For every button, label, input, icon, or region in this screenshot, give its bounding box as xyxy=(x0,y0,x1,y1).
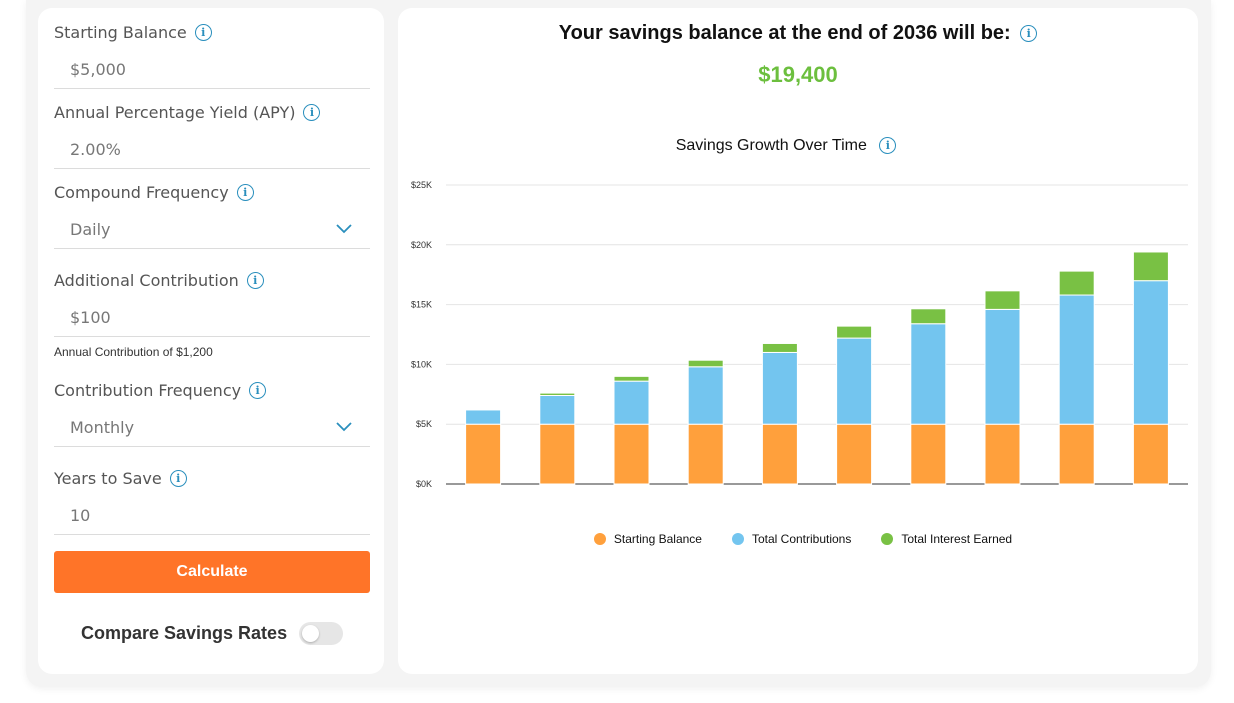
legend-item-starting-balance[interactable]: Starting Balance xyxy=(593,532,702,546)
bar-segment-total-interest-earned[interactable] xyxy=(1058,270,1095,296)
bar-segment-total-contributions[interactable] xyxy=(761,351,798,425)
bar-segment-total-contributions[interactable] xyxy=(1132,280,1169,425)
apy-label: Annual Percentage Yield (APY) i xyxy=(54,103,321,122)
bar-segment-starting-balance[interactable] xyxy=(836,423,873,485)
years-to-save-input[interactable]: 10 xyxy=(54,497,370,535)
legend-dot-icon xyxy=(593,533,606,545)
chevron-down-icon xyxy=(336,422,352,432)
bar-segment-starting-balance[interactable] xyxy=(910,423,947,485)
bar-segment-total-contributions[interactable] xyxy=(836,337,873,425)
savings-growth-chart: $0K $5K $10K $15K $20K $25K xyxy=(411,180,1188,489)
result-headline: Your savings balance at the end of 2036 … xyxy=(398,22,1198,45)
bar-segment-starting-balance[interactable] xyxy=(761,423,798,485)
bar-segment-total-interest-earned[interactable] xyxy=(910,308,947,325)
bar-segment-total-contributions[interactable] xyxy=(687,366,724,425)
compound-frequency-select[interactable]: Daily xyxy=(54,211,370,249)
calculate-button[interactable]: Calculate xyxy=(54,551,370,593)
compare-savings-toggle[interactable] xyxy=(299,622,343,645)
y-tick-label: $0K xyxy=(416,479,432,489)
compare-savings-label: Compare Savings Rates xyxy=(81,623,288,643)
toggle-knob xyxy=(302,625,319,642)
contribution-frequency-select[interactable]: Monthly xyxy=(54,409,370,447)
bar-segment-total-interest-earned[interactable] xyxy=(761,342,798,353)
legend-dot-icon xyxy=(881,533,894,545)
bar-segment-total-contributions[interactable] xyxy=(539,394,576,425)
info-icon[interactable]: i xyxy=(194,24,212,41)
y-tick-label: $5K xyxy=(416,419,432,429)
bar-segment-total-interest-earned[interactable] xyxy=(613,375,650,382)
bar-segment-total-contributions[interactable] xyxy=(984,308,1021,425)
info-icon[interactable]: i xyxy=(1020,25,1038,43)
bar-segment-total-contributions[interactable] xyxy=(465,409,502,425)
legend-item-total-interest[interactable]: Total Interest Earned xyxy=(881,532,1012,546)
legend-item-total-contributions[interactable]: Total Contributions xyxy=(731,532,851,546)
bar-segment-starting-balance[interactable] xyxy=(1132,423,1169,485)
bar-segment-starting-balance[interactable] xyxy=(613,423,650,485)
bar-segment-total-contributions[interactable] xyxy=(1058,294,1095,425)
info-icon[interactable]: i xyxy=(169,470,187,487)
y-tick-label: $15K xyxy=(411,300,432,310)
y-tick-label: $25K xyxy=(411,180,432,190)
info-icon[interactable]: i xyxy=(249,382,267,399)
result-amount: $19,400 xyxy=(758,62,838,87)
chart-title: Savings Growth Over Time i xyxy=(398,137,1174,155)
bar-segment-starting-balance[interactable] xyxy=(984,423,1021,485)
apy-input[interactable]: 2.00% xyxy=(54,131,370,169)
bar-segment-total-interest-earned[interactable] xyxy=(1132,251,1169,282)
bar-segment-starting-balance[interactable] xyxy=(1058,423,1095,485)
bar-segment-total-contributions[interactable] xyxy=(613,380,650,425)
bar-segment-starting-balance[interactable] xyxy=(539,423,576,485)
additional-contribution-label: Additional Contribution i xyxy=(54,271,264,290)
additional-contribution-input[interactable]: $100 xyxy=(54,299,370,337)
bar-segment-total-interest-earned[interactable] xyxy=(984,290,1021,310)
chart-legend: Starting Balance Total Contributions Tot… xyxy=(398,532,1208,546)
chevron-down-icon xyxy=(336,224,352,234)
legend-dot-icon xyxy=(731,533,744,545)
y-tick-label: $10K xyxy=(411,359,432,369)
info-icon[interactable]: i xyxy=(303,104,321,121)
annual-contribution-hint: Annual Contribution of $1,200 xyxy=(54,345,213,359)
contribution-frequency-label: Contribution Frequency i xyxy=(54,381,267,400)
y-tick-label: $20K xyxy=(411,240,432,250)
starting-balance-input[interactable]: $5,000 xyxy=(54,51,370,89)
info-icon[interactable]: i xyxy=(246,272,264,289)
bar-segment-total-interest-earned[interactable] xyxy=(687,359,724,368)
bar-segment-starting-balance[interactable] xyxy=(687,423,724,485)
years-to-save-label: Years to Save i xyxy=(54,469,187,488)
bar-segment-starting-balance[interactable] xyxy=(465,423,502,485)
info-icon[interactable]: i xyxy=(879,137,897,155)
starting-balance-label: Starting Balance i xyxy=(54,23,212,42)
bar-segment-total-contributions[interactable] xyxy=(910,323,947,425)
bar-segment-total-interest-earned[interactable] xyxy=(539,392,576,396)
info-icon[interactable]: i xyxy=(236,184,254,201)
compound-frequency-label: Compound Frequency i xyxy=(54,183,254,202)
bar-segment-total-interest-earned[interactable] xyxy=(836,325,873,339)
